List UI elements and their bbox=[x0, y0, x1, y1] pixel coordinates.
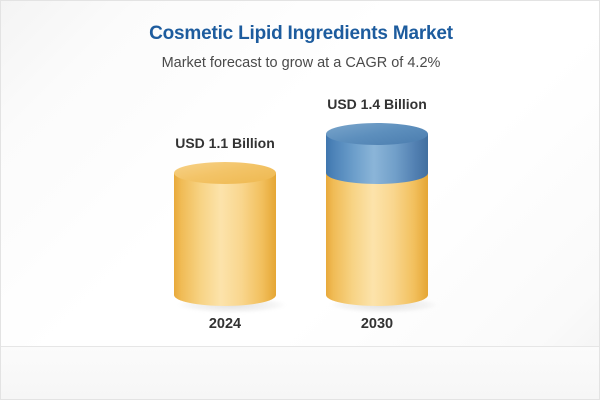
chart-subtitle: Market forecast to grow at a CAGR of 4.2… bbox=[161, 55, 441, 71]
segment-body bbox=[326, 173, 428, 295]
plot-area: USD 1.1 Billion 2024 USD 1.4 Billion bbox=[1, 1, 599, 346]
segment-top-ellipse bbox=[174, 162, 276, 184]
footer-divider bbox=[1, 346, 599, 347]
segment-bottom-ellipse bbox=[326, 162, 428, 184]
segment-top-ellipse bbox=[326, 123, 428, 145]
segment-bottom-ellipse bbox=[326, 284, 428, 306]
bar-category-label-2030: 2030 bbox=[360, 316, 394, 332]
bar-value-label-2024: USD 1.1 Billion bbox=[175, 135, 275, 151]
segment-bottom-ellipse bbox=[174, 284, 276, 306]
segment-body bbox=[174, 173, 276, 295]
chart-title: Cosmetic Lipid Ingredients Market bbox=[149, 23, 453, 44]
bar-value-label-2030: USD 1.4 Billion bbox=[327, 96, 427, 112]
bar-category-label-2024: 2024 bbox=[208, 316, 242, 332]
footer: https://www.researchandmarkets.com/repor… bbox=[1, 346, 599, 399]
